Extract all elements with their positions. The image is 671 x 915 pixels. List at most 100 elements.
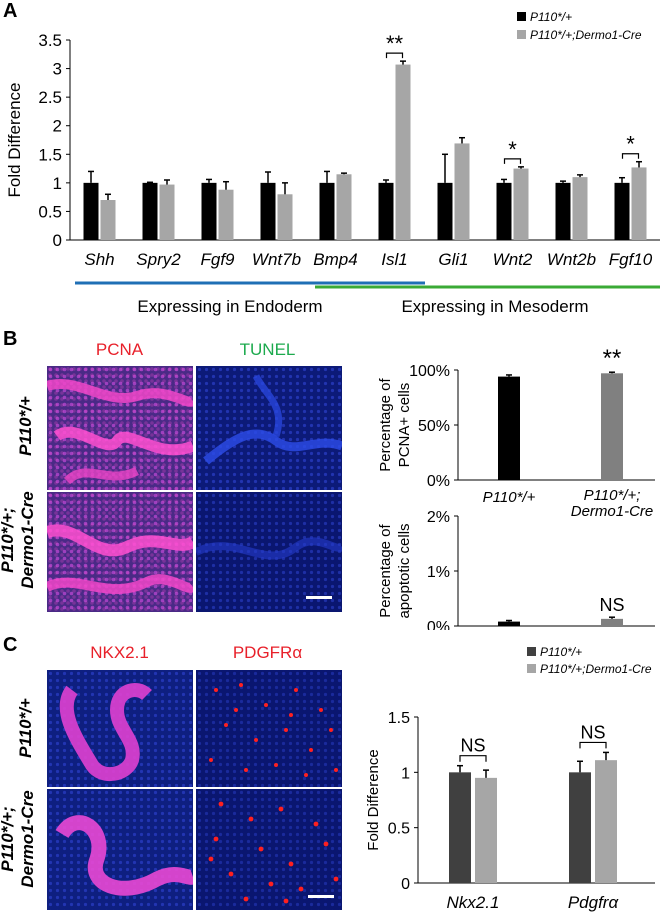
chart-b2-y-title-1: Percentage of	[377, 523, 394, 617]
pdgfra-signal-dot	[278, 806, 284, 812]
stain-label-pdgfra: PDGFRα	[232, 643, 303, 662]
chart-c-y-tick-label: 0.5	[388, 821, 410, 838]
bar-wnt7b-p110	[260, 182, 276, 240]
row-label-b-control: P110*/+	[16, 396, 35, 456]
chart-c-bar-pdgfr-1	[595, 760, 617, 883]
chart-c-bracket-nkx2-1	[459, 755, 487, 762]
x-tick-label-wnt7b: Wnt7b	[252, 250, 301, 269]
pdgfra-signal-dot	[284, 728, 288, 732]
x-tick-label-bmp4: Bmp4	[313, 250, 357, 269]
significance-bracket-wnt2	[503, 158, 522, 164]
panel-label-c: C	[3, 634, 18, 656]
chart-c-fold-difference: 0 0.5 1 1.5 Fold Difference NS Nkx2.1 NS Pdgfrα P…	[365, 645, 655, 912]
row-label-b-control-wrap: P110*/+	[8, 366, 44, 490]
chart-c-y-tick-label: 0	[401, 876, 410, 893]
chart-c-x-label-nkx2-1: Nkx2.1	[447, 893, 500, 912]
micrograph-pdgfra-mutant	[196, 789, 342, 910]
bar-fgf10-p110-dermo1-cre	[631, 167, 647, 240]
pdgfra-signal-dot	[208, 856, 214, 862]
x-tick-label-fgf10: Fgf10	[609, 250, 653, 269]
pdgfra-signal-dot	[224, 723, 228, 727]
chart-c-significance-nkx2-1: NS	[460, 736, 485, 756]
bar-wnt2b-p110-dermo1-cre	[572, 177, 588, 240]
bar-shh-p110	[83, 182, 99, 240]
chart-b1-x-label-0: P110*/+	[483, 489, 536, 506]
pdgfra-signal-dot	[274, 763, 278, 767]
row-label-b-mutant-wrap: P110*/+; Dermo1-Cre	[0, 491, 46, 612]
pdgfra-signal-dot	[323, 841, 329, 847]
bar-bmp4-p110-dermo1-cre	[336, 174, 352, 240]
chart-b2-y-title-2: apoptotic cells	[396, 523, 413, 618]
chart-c-y-tick-label: 1.5	[388, 710, 410, 727]
bar-spry2-p110-dermo1-cre	[159, 184, 175, 240]
pdgfra-signal-dot	[243, 896, 249, 902]
pdgfra-signal-dot	[228, 871, 234, 877]
chart-c-bar-pdgfr-0	[569, 772, 591, 883]
chart-c-y-title: Fold Difference	[365, 749, 382, 850]
chart-b1-x-label-1b: Dermo1-Cre	[571, 503, 654, 520]
pdgfra-signal-dot	[294, 688, 298, 692]
pdgfra-signal-dot	[319, 708, 323, 712]
bar-spry2-p110	[142, 182, 158, 240]
stain-label-pcna: PCNA	[95, 340, 144, 359]
chart-b1-x-label-1a: P110*/+;	[584, 487, 641, 504]
significance-fgf10: *	[626, 132, 635, 157]
bar-bmp4-p110	[319, 182, 335, 240]
x-tick-label-fgf9: Fgf9	[200, 250, 235, 269]
legend-swatch-p110	[517, 12, 526, 21]
chart-b1-y-tick-label: 0%	[427, 473, 450, 490]
bar-gli1-p110	[437, 182, 453, 240]
y-axis-title: Fold Difference	[5, 83, 24, 198]
pdgfra-signal-dot	[239, 683, 243, 687]
bar-wnt2-p110	[496, 182, 512, 240]
stain-label-tunel: TUNEL	[239, 340, 296, 359]
chart-b1-y-tick-label: 100%	[409, 363, 450, 380]
stain-label-nkx21: NKX2.1	[90, 643, 149, 662]
pdgfra-signal-dot	[313, 821, 319, 827]
bar-wnt2-p110-dermo1-cre	[513, 168, 529, 240]
chart-b2-significance: NS	[599, 595, 624, 615]
pdgfra-signal-dot	[213, 836, 219, 842]
panel-label-a: A	[3, 0, 18, 22]
chart-b1-y-title-1: Percentage of	[377, 377, 394, 471]
x-tick-label-wnt2b: Wnt2b	[547, 250, 596, 269]
micrograph-tunel-control	[196, 366, 342, 490]
row-label-b-mutant: P110*/+; Dermo1-Cre	[0, 491, 37, 589]
chart-b1-bar-1	[601, 373, 623, 480]
pdgfra-signal-dot	[304, 773, 308, 777]
pdgfra-signal-dot	[214, 688, 218, 692]
pdgfra-signal-dot	[309, 748, 313, 752]
scale-bar	[306, 596, 332, 599]
x-tick-label-gli1: Gli1	[438, 250, 468, 269]
row-label-c-control: P110*/+	[16, 698, 35, 758]
x-tick-label-spry2: Spry2	[136, 250, 181, 269]
chart-b1-bar-0	[498, 376, 520, 480]
group-label-endoderm: Expressing in Endoderm	[137, 297, 322, 316]
micrograph-nkx21-control	[47, 670, 193, 787]
significance-wnt2: *	[508, 137, 517, 162]
significance-isl1: **	[386, 31, 404, 56]
y-tick-label: 3	[53, 60, 62, 79]
charts-b-percentages: 0%50%100%Percentage of PCNA+ cells**P110*…	[377, 345, 655, 630]
legend-label-p110-dermo1-cre: P110*/+;Dermo1-Cre	[530, 28, 642, 42]
y-tick-label: 1.5	[38, 145, 62, 164]
chart-b2-y-tick-label: 2%	[427, 509, 450, 526]
pdgfra-signal-dot	[218, 801, 224, 807]
pdgfra-signal-dot	[289, 713, 293, 717]
pdgfra-signal-dot	[254, 738, 258, 742]
chart-c-bar-nkx2-1-0	[449, 772, 471, 883]
bar-isl1-p110	[378, 182, 394, 240]
pdgfra-signal-dot	[298, 886, 304, 892]
row-label-c-control-wrap: P110*/+	[8, 670, 44, 787]
significance-bracket-fgf10	[621, 153, 640, 159]
x-tick-label-wnt2: Wnt2	[493, 250, 533, 269]
bar-isl1-p110-dermo1-cre	[395, 64, 411, 240]
chart-c-legend-label-1: P110*/+;Dermo1-Cre	[540, 662, 652, 676]
bar-fgf9-p110	[201, 182, 217, 240]
bar-shh-p110-dermo1-cre	[100, 200, 116, 240]
pdgfra-signal-dot	[333, 876, 339, 882]
chart-c-y-tick-label: 1	[401, 765, 410, 782]
y-tick-label: 0.5	[38, 202, 62, 221]
pdgfra-signal-dot	[334, 768, 338, 772]
chart-b2-bar-1	[601, 618, 623, 626]
